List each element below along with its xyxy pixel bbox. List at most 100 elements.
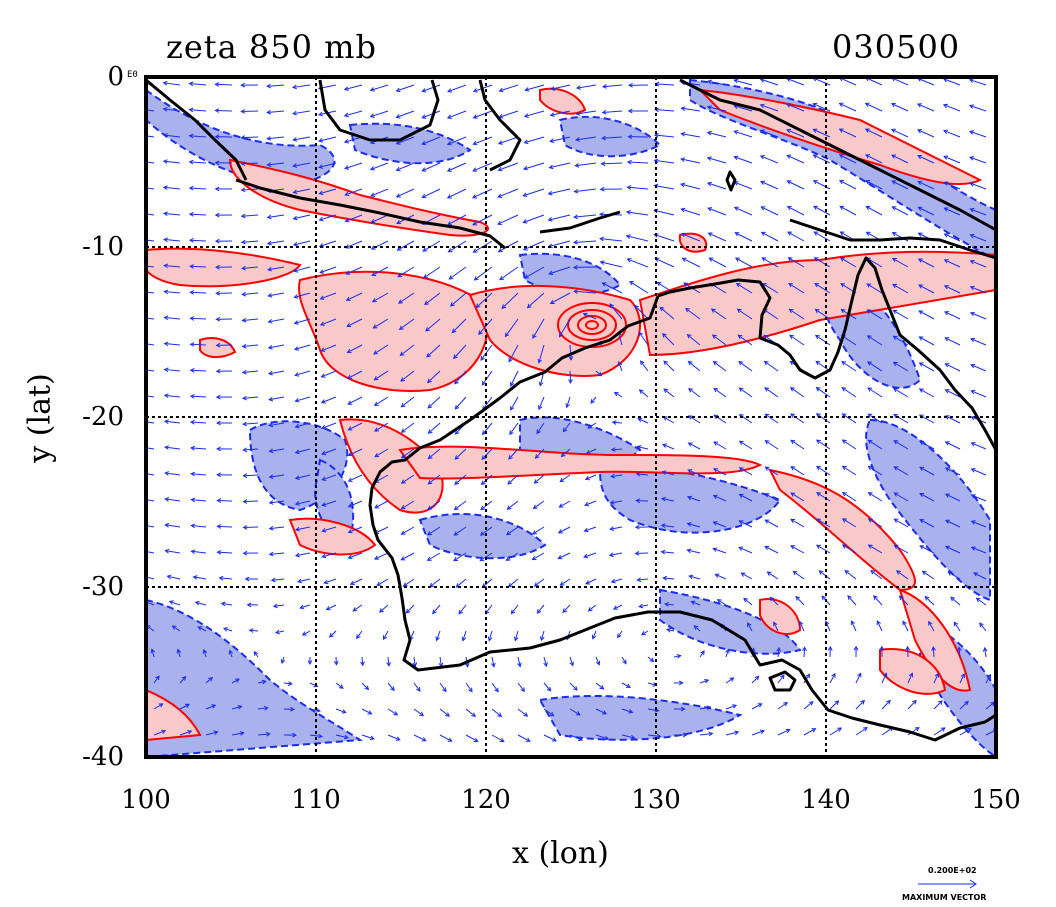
wind-vector [348,422,363,431]
wind-vector [550,84,571,90]
wind-vector [790,545,805,554]
wind-vector-head [242,524,248,530]
wind-vector [320,318,337,326]
wind-vector [773,622,779,632]
wind-vector-head [610,578,616,584]
wind-vector-head [266,136,272,141]
wind-vector-head [163,445,169,450]
wind-vector [534,578,545,587]
wind-vector-head [944,467,950,472]
wind-vector [559,474,571,483]
wind-vector [405,604,415,614]
wind-vector [673,655,681,658]
wind-vector [764,546,779,554]
wind-vector [243,474,259,477]
wind-vector [219,577,233,580]
wind-vector-head [683,282,689,287]
wind-vector [348,448,363,456]
wind-vector [918,310,935,320]
wind-vector-head [662,443,668,448]
wind-vector-head [738,440,744,446]
wind-vector-head [864,128,870,133]
wind-vector [655,83,675,86]
wind-vector [813,154,831,164]
wind-vector [426,344,441,358]
wind-vector-head [139,367,143,371]
wind-vector-head [558,332,564,338]
wind-vector [600,261,623,268]
wind-vector-head [873,595,878,600]
wind-vector-head [448,275,454,280]
wind-vector [345,266,363,275]
wind-vector [151,649,155,658]
wind-vector [891,154,909,164]
wind-vector [764,519,779,528]
wind-vector [153,675,160,684]
wind-vector [163,212,181,216]
wind-vector-head [549,112,555,117]
wind-vector [510,396,519,411]
wind-vector [590,396,597,404]
wind-vector-head [347,528,353,534]
wind-vector [217,551,233,554]
wind-vector [815,361,831,372]
wind-vector [601,162,623,165]
wind-vector [566,396,571,408]
wind-vector-head [274,629,280,635]
wind-vector-head [713,387,719,393]
wind-vector-head [818,570,824,575]
wind-vector-head [595,660,601,666]
wind-vector-head [944,519,950,524]
wind-vector [508,578,519,588]
wind-vector-head [395,736,401,741]
wind-vector [595,682,604,690]
wind-vector [970,234,987,242]
wind-vector [164,394,181,398]
wind-vector [943,104,961,112]
wind-vector [654,184,675,190]
wind-vector-head [736,308,742,314]
wind-vector [167,575,181,580]
wind-vector-head [790,518,796,524]
wind-vector-head [893,544,899,550]
wind-vector-head [867,492,873,497]
wind-vector-head [578,736,584,742]
wind-vector [269,552,285,555]
wind-vector [738,334,753,346]
wind-vector [300,604,311,609]
wind-vector-head [319,295,325,300]
wind-vector [751,703,762,710]
wind-vector-head [294,449,300,455]
wind-vector-head [975,597,981,603]
wind-vector-head [510,405,515,411]
wind-vector-head [189,393,195,399]
wind-vector-head [435,636,440,642]
wind-vector [654,234,675,242]
wind-vector-head [508,357,513,363]
wind-vector-head [602,710,608,715]
wind-vector [293,110,311,115]
wind-vector [387,682,395,691]
wind-vector-head [738,387,744,392]
x-tick-label: 150 [971,785,1021,815]
wind-vector [329,630,337,638]
wind-vector-head [215,342,221,348]
wind-vector-head [634,551,640,556]
wind-vector [322,500,337,506]
wind-vector-head [293,268,299,273]
wind-vector-head [360,661,365,667]
wind-vector [374,526,389,534]
wind-vector-head [688,387,693,393]
wind-vector [971,468,987,476]
wind-vector-head [649,657,655,663]
wind-vector [179,676,186,684]
wind-vector [595,370,602,377]
wind-vector-head [780,674,785,680]
wind-vector-head [893,413,899,419]
wind-vector [347,370,363,379]
wind-vector-head [816,518,821,523]
wind-vector [919,466,935,476]
wind-vector [221,602,233,606]
wind-vector-head [318,733,324,739]
wind-vector-head [505,556,511,561]
